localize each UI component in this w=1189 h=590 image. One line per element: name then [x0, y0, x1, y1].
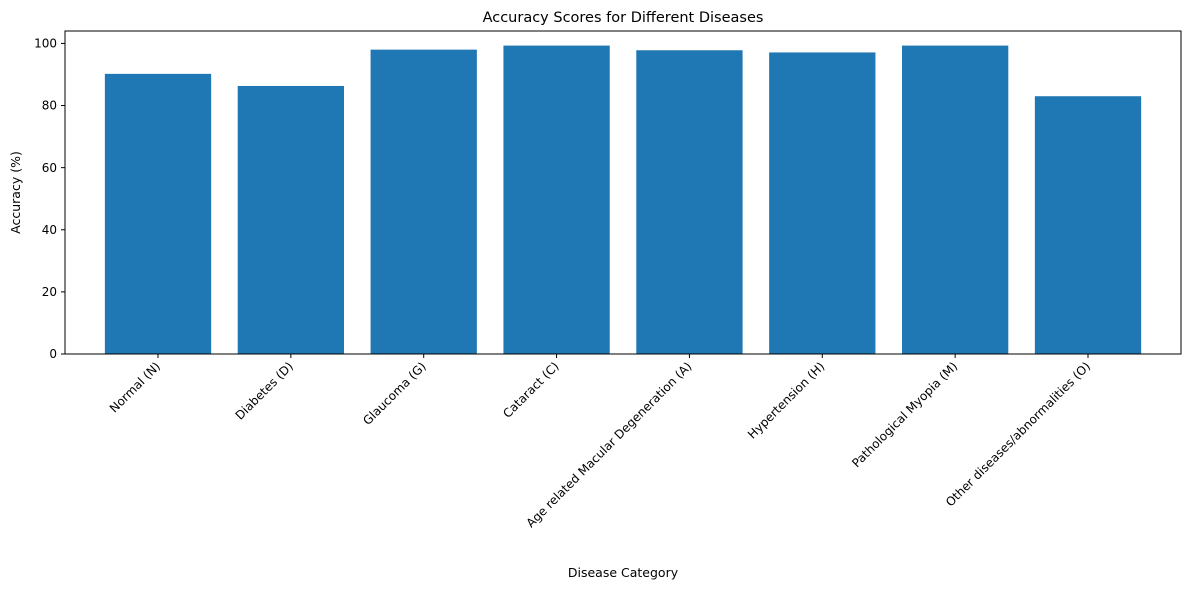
- chart-title: Accuracy Scores for Different Diseases: [483, 10, 764, 26]
- bar: [636, 50, 743, 354]
- y-tick-label: 20: [42, 285, 57, 299]
- y-tick-label: 60: [42, 161, 57, 175]
- plot-frame: [64, 30, 1182, 355]
- bar: [902, 45, 1009, 354]
- bars-group: [104, 45, 1142, 355]
- bar: [769, 52, 876, 355]
- y-tick-label: 80: [42, 99, 57, 113]
- x-axis-label: Disease Category: [568, 565, 679, 580]
- y-tick-label: 0: [49, 347, 57, 361]
- bar: [104, 73, 212, 355]
- y-axis: 0 20 40 60 80 100: [34, 37, 65, 361]
- bar: [237, 85, 344, 354]
- bar: [1034, 96, 1142, 354]
- bar: [370, 49, 477, 354]
- y-tick-label: 40: [42, 223, 57, 237]
- bar: [503, 45, 610, 354]
- y-axis-label: Accuracy (%): [8, 151, 23, 234]
- y-tick-label: 100: [34, 37, 57, 51]
